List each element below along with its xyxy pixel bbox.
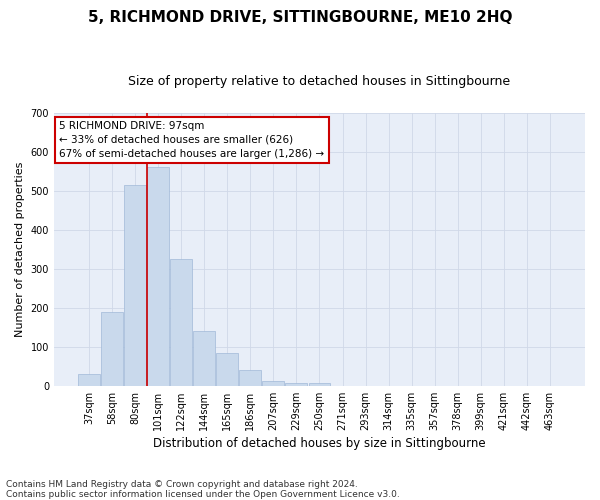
Bar xyxy=(217,352,238,386)
X-axis label: Distribution of detached houses by size in Sittingbourne: Distribution of detached houses by size … xyxy=(153,437,486,450)
Bar xyxy=(101,312,123,386)
Bar xyxy=(147,168,169,386)
Bar xyxy=(239,370,261,386)
Bar xyxy=(262,381,284,386)
Text: 5 RICHMOND DRIVE: 97sqm
← 33% of detached houses are smaller (626)
67% of semi-d: 5 RICHMOND DRIVE: 97sqm ← 33% of detache… xyxy=(59,121,325,159)
Bar xyxy=(170,259,192,386)
Bar xyxy=(78,374,100,386)
Y-axis label: Number of detached properties: Number of detached properties xyxy=(15,162,25,337)
Title: Size of property relative to detached houses in Sittingbourne: Size of property relative to detached ho… xyxy=(128,75,511,88)
Text: Contains HM Land Registry data © Crown copyright and database right 2024.
Contai: Contains HM Land Registry data © Crown c… xyxy=(6,480,400,499)
Bar xyxy=(308,382,331,386)
Bar xyxy=(124,185,146,386)
Text: 5, RICHMOND DRIVE, SITTINGBOURNE, ME10 2HQ: 5, RICHMOND DRIVE, SITTINGBOURNE, ME10 2… xyxy=(88,10,512,25)
Bar xyxy=(193,331,215,386)
Bar xyxy=(286,382,307,386)
